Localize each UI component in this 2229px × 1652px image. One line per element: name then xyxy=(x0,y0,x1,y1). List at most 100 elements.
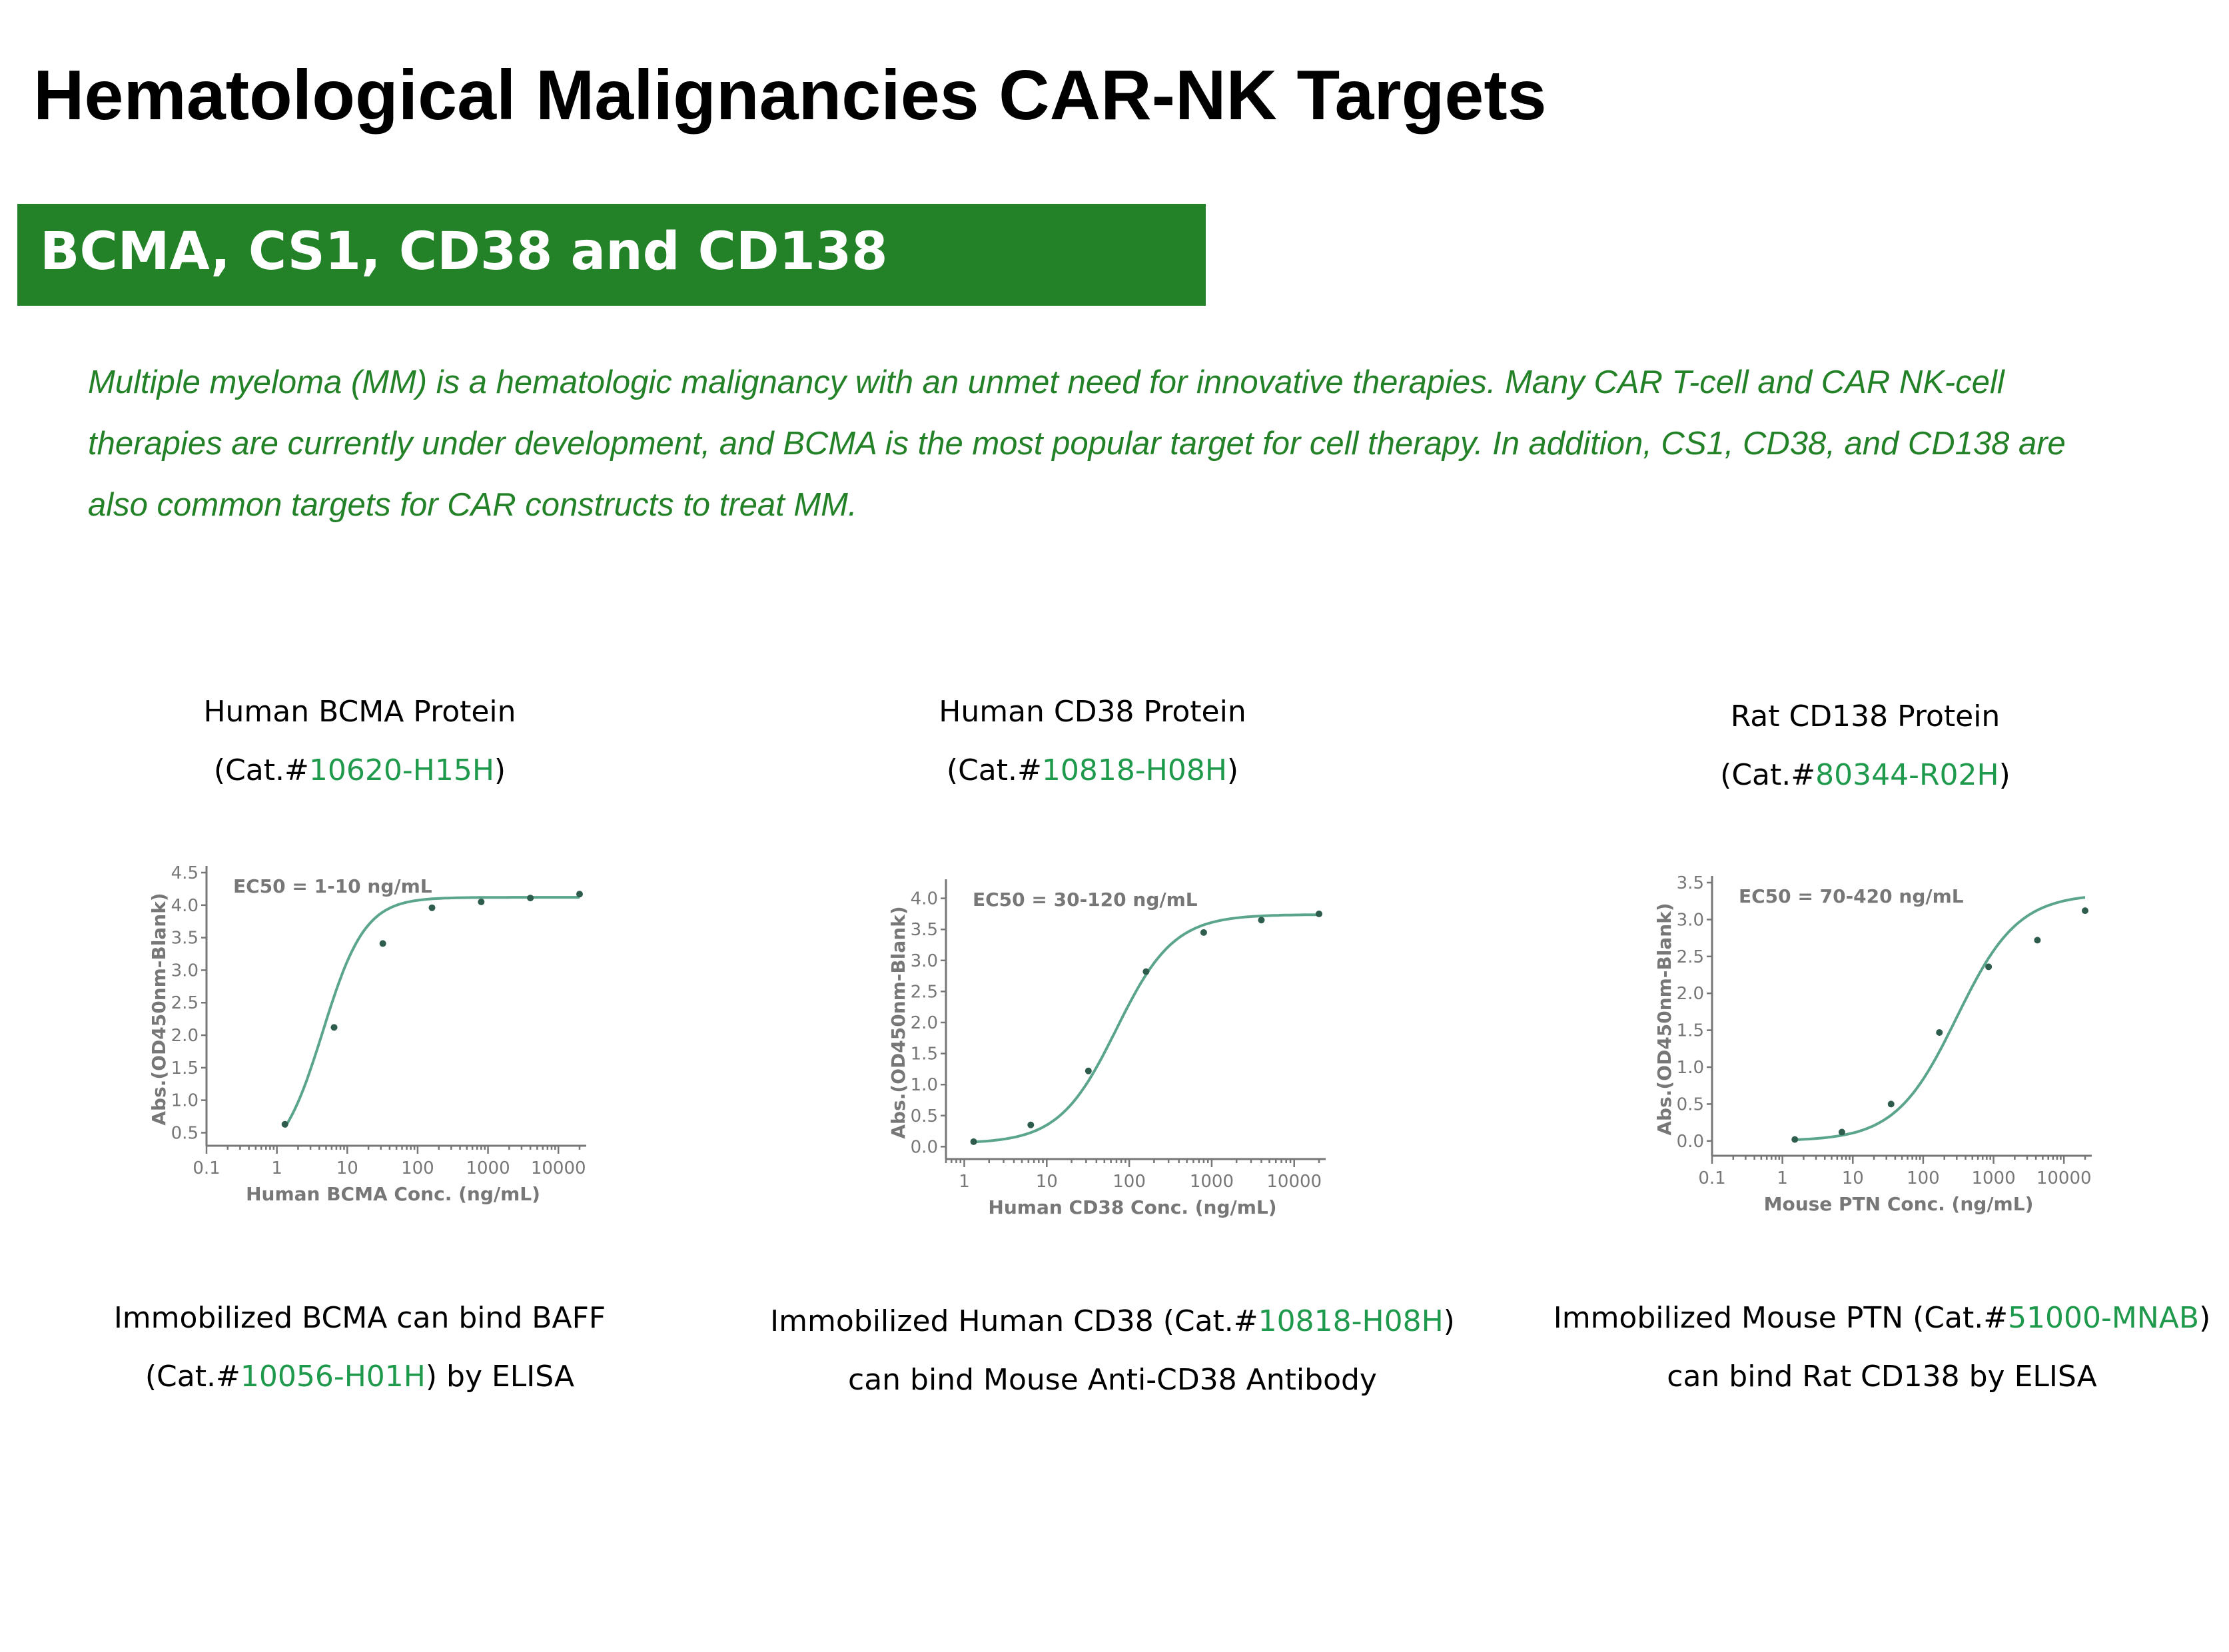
cat-suffix: ) xyxy=(494,753,506,787)
x-tick-label: 1000 xyxy=(466,1158,510,1178)
x-tick-label: 10 xyxy=(336,1158,358,1178)
caption-text: can bind Rat CD138 by ELISA xyxy=(1667,1360,2097,1394)
fit-curve xyxy=(1795,896,2086,1141)
data-point xyxy=(478,898,485,905)
y-axis-label: Abs.(OD450nm-Blank) xyxy=(1653,903,1675,1135)
x-axis-label: Human BCMA Conc. (ng/mL) xyxy=(246,1183,540,1205)
catalog-link[interactable]: 80344-R02H xyxy=(1815,758,1999,792)
chart-cd138: 0.0 0.5 1.0 1.5 2.0 2.5 3.0 3.5 0.1 1 10 100 1000 100… xyxy=(1645,869,2112,1232)
y-tick-label: 2.5 xyxy=(911,982,938,1002)
cat-suffix: ) xyxy=(1999,758,2010,792)
intro-paragraph: Multiple myeloma (MM) is a hematologic m… xyxy=(88,352,2180,536)
data-point xyxy=(379,940,386,947)
data-point xyxy=(527,895,534,902)
x-tick-label: 0.1 xyxy=(193,1158,220,1178)
section-banner: BCMA, CS1, CD38 and CD138 xyxy=(17,204,1206,306)
y-tick-label: 2.0 xyxy=(1677,984,1704,1004)
y-tick-label: 3.0 xyxy=(1677,910,1704,930)
y-axis-label: Abs.(OD450nm-Blank) xyxy=(887,906,909,1138)
caption-bcma: Immobilized BCMA can bind BAFF (Cat.#100… xyxy=(93,1289,626,1406)
data-point xyxy=(2034,937,2041,944)
chart-cd138-svg: 0.0 0.5 1.0 1.5 2.0 2.5 3.0 3.5 0.1 1 10 100 1000 100… xyxy=(1653,873,2092,1215)
data-point xyxy=(1936,1029,1943,1036)
y-tick-label: 3.5 xyxy=(171,929,199,949)
data-point xyxy=(1316,910,1322,917)
x-tick-label: 1 xyxy=(271,1158,282,1178)
catalog-link[interactable]: 10818-H08H xyxy=(1258,1304,1444,1338)
data-point xyxy=(1142,968,1150,975)
y-tick-label: 0.5 xyxy=(1677,1094,1704,1114)
fit-curve xyxy=(973,913,1319,1144)
panel-heading-cd38: Human CD38 Protein (Cat.#10818-H08H) xyxy=(893,683,1292,800)
panel-heading-title: Human CD38 Protein xyxy=(939,695,1246,729)
data-point xyxy=(1200,929,1207,936)
cat-prefix: (Cat.# xyxy=(1720,758,1816,792)
panel-heading-title: Rat CD138 Protein xyxy=(1730,699,2001,733)
x-tick-label: 1000 xyxy=(1971,1168,2015,1188)
caption-text: (Cat.# xyxy=(145,1360,240,1394)
data-point xyxy=(1258,917,1265,924)
x-tick-label: 1 xyxy=(1777,1168,1788,1188)
caption-cd138: Immobilized Mouse PTN (Cat.#51000-MNAB) … xyxy=(1546,1289,2218,1406)
y-tick-label: 3.0 xyxy=(911,951,938,971)
y-tick-label: 2.0 xyxy=(171,1026,199,1046)
data-point xyxy=(1027,1121,1035,1128)
chart-cd38-svg: 0.0 0.5 1.0 1.5 2.0 2.5 3.0 3.5 4.0 1 10 100 1000 100… xyxy=(887,879,1326,1218)
catalog-link[interactable]: 10056-H01H xyxy=(240,1360,426,1394)
data-point xyxy=(1985,963,1993,971)
data-point xyxy=(576,891,583,898)
data-point xyxy=(2082,907,2088,915)
x-tick-label: 100 xyxy=(401,1158,434,1178)
data-point xyxy=(1887,1100,1895,1108)
x-axis-label: Human CD38 Conc. (ng/mL) xyxy=(988,1196,1276,1218)
caption-text: ) xyxy=(2199,1301,2211,1335)
banner-title: BCMA, CS1, CD38 and CD138 xyxy=(40,222,888,282)
data-point xyxy=(1791,1136,1799,1143)
y-tick-label: 0.0 xyxy=(1677,1132,1704,1152)
cat-prefix: (Cat.# xyxy=(213,753,309,787)
cat-prefix: (Cat.# xyxy=(946,753,1042,787)
x-tick-label: 100 xyxy=(1113,1172,1146,1192)
caption-text: Immobilized Human CD38 (Cat.# xyxy=(770,1304,1258,1338)
y-tick-label: 2.0 xyxy=(911,1013,938,1033)
catalog-link[interactable]: 51000-MNAB xyxy=(2008,1301,2200,1335)
y-tick-label: 2.5 xyxy=(1677,947,1704,967)
caption-cd38: Immobilized Human CD38 (Cat.#10818-H08H)… xyxy=(759,1292,1466,1410)
x-axis-label: Mouse PTN Conc. (ng/mL) xyxy=(1764,1193,2034,1215)
data-point xyxy=(1838,1128,1845,1136)
chart-bcma-svg: 0.5 1.0 1.5 2.0 2.5 3.0 3.5 4.0 4.5 0.1 1 10 100 1000… xyxy=(148,863,586,1205)
ec50-annotation: EC50 = 30-120 ng/mL xyxy=(973,889,1198,911)
fit-curve xyxy=(283,896,580,1128)
y-tick-label: 1.0 xyxy=(171,1091,199,1111)
y-tick-label: 0.5 xyxy=(171,1123,199,1143)
caption-text: ) xyxy=(1443,1304,1455,1338)
chart-bcma: 0.5 1.0 1.5 2.0 2.5 3.0 3.5 4.0 4.5 0.1 1 10 100 1000… xyxy=(140,859,606,1222)
y-tick-label: 4.0 xyxy=(171,896,199,916)
data-point xyxy=(428,904,436,911)
y-axis-label: Abs.(OD450nm-Blank) xyxy=(148,893,170,1125)
x-tick-label: 1000 xyxy=(1190,1172,1234,1192)
y-tick-label: 3.5 xyxy=(911,920,938,940)
x-tick-label: 1 xyxy=(959,1172,970,1192)
y-tick-label: 3.0 xyxy=(171,961,199,981)
y-tick-label: 1.5 xyxy=(1677,1021,1704,1041)
caption-text: Immobilized BCMA can bind BAFF xyxy=(113,1301,606,1335)
y-tick-label: 1.5 xyxy=(911,1044,938,1064)
panel-heading-cd138: Rat CD138 Protein (Cat.#80344-R02H) xyxy=(1665,687,2065,805)
intro-line: Multiple myeloma (MM) is a hematologic m… xyxy=(88,364,2005,400)
data-point xyxy=(330,1024,338,1031)
y-tick-label: 1.5 xyxy=(171,1058,199,1078)
catalog-link[interactable]: 10620-H15H xyxy=(308,753,494,787)
data-point xyxy=(970,1138,977,1145)
caption-text: ) by ELISA xyxy=(425,1360,575,1394)
panel-heading-bcma: Human BCMA Protein (Cat.#10620-H15H) xyxy=(160,683,560,800)
catalog-link[interactable]: 10818-H08H xyxy=(1041,753,1227,787)
data-point xyxy=(1085,1067,1092,1074)
x-tick-label: 10000 xyxy=(1266,1172,1322,1192)
intro-line: also common targets for CAR constructs t… xyxy=(88,487,857,523)
x-tick-label: 10000 xyxy=(2036,1168,2092,1188)
y-tick-label: 3.5 xyxy=(1677,873,1704,893)
intro-line: therapies are currently under developmen… xyxy=(88,426,2066,462)
caption-text: can bind Mouse Anti-CD38 Antibody xyxy=(848,1363,1377,1397)
y-tick-label: 1.0 xyxy=(911,1075,938,1095)
